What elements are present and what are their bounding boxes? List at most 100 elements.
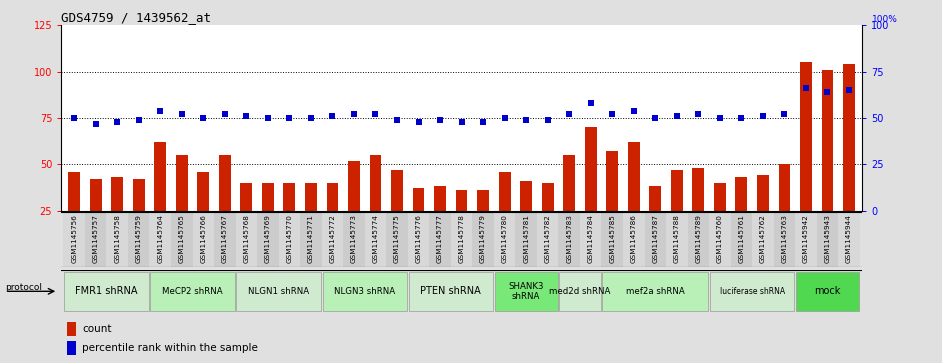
Bar xyxy=(279,212,300,267)
Text: med2d shRNA: med2d shRNA xyxy=(549,287,610,296)
Bar xyxy=(671,170,683,257)
Bar xyxy=(607,151,618,257)
Point xyxy=(476,119,491,125)
Bar xyxy=(413,188,425,257)
Bar xyxy=(305,183,317,257)
Point xyxy=(820,89,835,95)
Bar xyxy=(585,127,596,257)
Bar xyxy=(408,212,430,267)
Text: GSM1145761: GSM1145761 xyxy=(739,214,744,263)
Bar xyxy=(365,212,386,267)
Bar xyxy=(391,170,403,257)
Bar xyxy=(843,64,855,257)
Point xyxy=(347,111,362,117)
Point xyxy=(282,115,297,121)
Text: GSM1145775: GSM1145775 xyxy=(394,214,400,263)
Point xyxy=(67,115,82,121)
Text: GSM1145777: GSM1145777 xyxy=(437,214,443,263)
Bar xyxy=(757,175,769,257)
Text: percentile rank within the sample: percentile rank within the sample xyxy=(82,343,258,353)
Text: GSM1145772: GSM1145772 xyxy=(330,214,335,263)
Point xyxy=(540,117,555,123)
Bar xyxy=(709,212,731,267)
Point xyxy=(153,108,168,114)
Point xyxy=(799,85,814,91)
Bar xyxy=(236,272,321,311)
Text: GSM1145765: GSM1145765 xyxy=(179,214,185,263)
Bar xyxy=(89,179,102,257)
Bar xyxy=(628,142,640,257)
Bar xyxy=(64,272,149,311)
Point xyxy=(218,111,233,117)
Bar xyxy=(817,212,838,267)
Bar xyxy=(151,272,235,311)
Bar xyxy=(111,177,123,257)
Bar xyxy=(778,164,790,257)
Text: GSM1145784: GSM1145784 xyxy=(588,214,593,263)
Bar xyxy=(580,212,602,267)
Bar xyxy=(537,212,559,267)
Point xyxy=(777,111,792,117)
Bar xyxy=(327,183,338,257)
Bar xyxy=(495,272,558,311)
Text: GSM1145944: GSM1145944 xyxy=(846,214,852,263)
Text: GSM1145780: GSM1145780 xyxy=(502,214,508,263)
Bar xyxy=(649,187,661,257)
Bar xyxy=(236,212,257,267)
Text: GSM1145767: GSM1145767 xyxy=(221,214,228,263)
Bar xyxy=(821,70,834,257)
Text: mef2a shRNA: mef2a shRNA xyxy=(625,287,685,296)
Bar xyxy=(478,190,489,257)
Bar xyxy=(560,272,601,311)
Point xyxy=(196,115,211,121)
Bar xyxy=(714,183,725,257)
Text: count: count xyxy=(82,324,111,334)
Bar xyxy=(192,212,214,267)
Bar xyxy=(602,212,623,267)
Bar xyxy=(343,212,365,267)
Bar xyxy=(430,212,451,267)
Bar xyxy=(838,212,860,267)
Text: GSM1145782: GSM1145782 xyxy=(544,214,551,263)
Bar xyxy=(542,183,554,257)
Text: GSM1145762: GSM1145762 xyxy=(760,214,766,263)
Point xyxy=(669,113,684,119)
Text: GSM1145763: GSM1145763 xyxy=(782,214,788,263)
Bar xyxy=(150,212,171,267)
Bar xyxy=(692,168,705,257)
Bar xyxy=(736,177,747,257)
Text: GSM1145771: GSM1145771 xyxy=(308,214,314,263)
Bar xyxy=(563,155,576,257)
Text: GSM1145785: GSM1145785 xyxy=(609,214,615,263)
Point xyxy=(583,100,598,106)
Bar xyxy=(498,172,511,257)
Bar xyxy=(171,212,192,267)
Text: GSM1145942: GSM1145942 xyxy=(803,214,809,263)
Point xyxy=(303,115,318,121)
Point xyxy=(519,117,534,123)
Point xyxy=(734,115,749,121)
Text: GSM1145766: GSM1145766 xyxy=(201,214,206,263)
Point xyxy=(497,115,512,121)
Text: luciferase shRNA: luciferase shRNA xyxy=(720,287,785,296)
Bar xyxy=(67,322,76,337)
Bar xyxy=(198,172,209,257)
Bar xyxy=(219,155,231,257)
Text: GSM1145774: GSM1145774 xyxy=(372,214,379,263)
Text: NLGN3 shRNA: NLGN3 shRNA xyxy=(334,287,396,296)
Text: SHANK3
shRNA: SHANK3 shRNA xyxy=(509,282,544,301)
Bar xyxy=(154,142,166,257)
Bar xyxy=(731,212,752,267)
Bar xyxy=(262,183,274,257)
Point xyxy=(239,113,254,119)
Text: NLGN1 shRNA: NLGN1 shRNA xyxy=(248,287,309,296)
Point xyxy=(325,113,340,119)
Bar xyxy=(240,183,252,257)
Bar xyxy=(85,212,106,267)
Text: GSM1145789: GSM1145789 xyxy=(695,214,702,263)
Point xyxy=(626,108,642,114)
Bar xyxy=(752,212,773,267)
Bar xyxy=(176,155,187,257)
Point xyxy=(690,111,706,117)
Text: GSM1145788: GSM1145788 xyxy=(674,214,680,263)
